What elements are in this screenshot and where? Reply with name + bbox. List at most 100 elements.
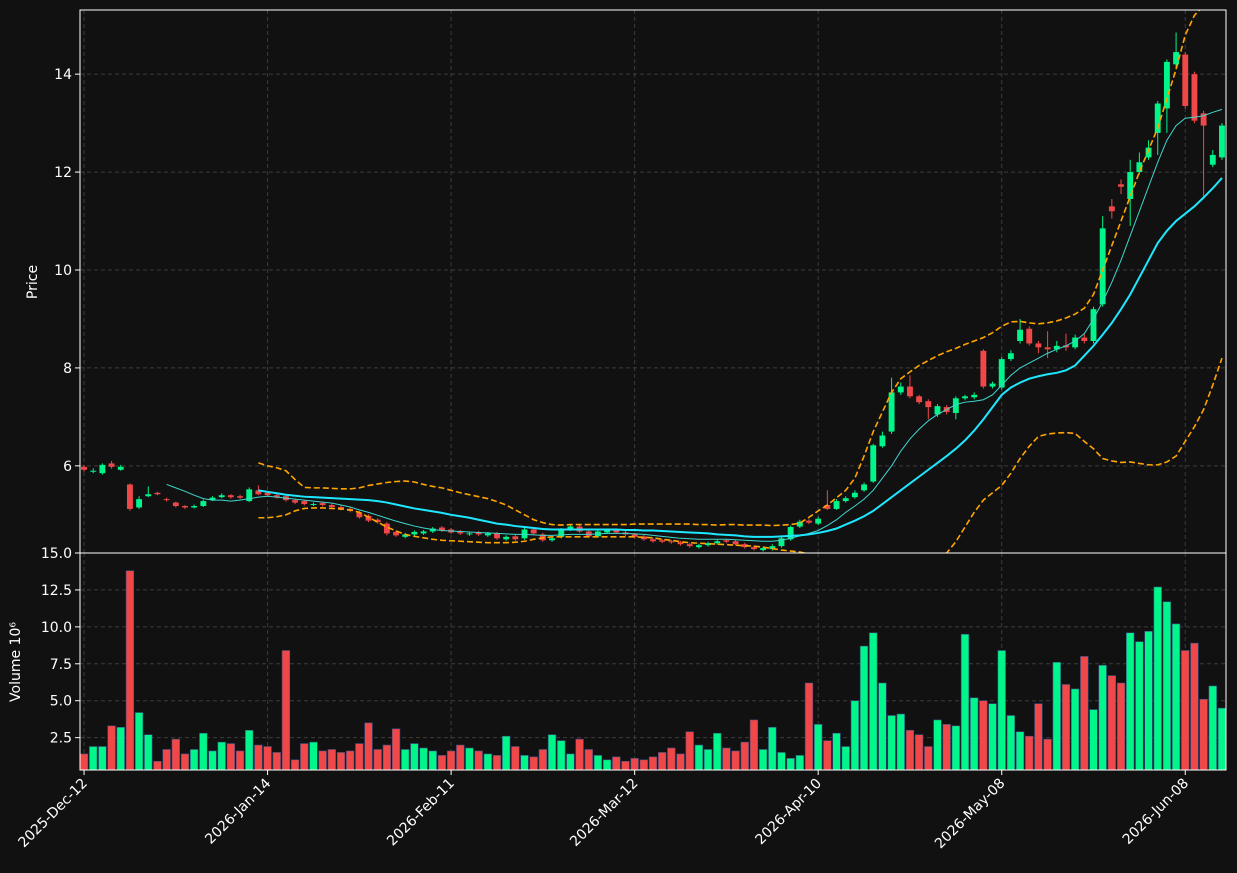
volume-bar (437, 755, 447, 770)
volume-bar (933, 719, 942, 770)
candle-body (971, 394, 978, 398)
volume-bar (584, 749, 593, 770)
candle-body (1163, 61, 1170, 109)
volume-bar (731, 750, 740, 770)
volume-bar (465, 747, 474, 770)
candle-body (567, 526, 574, 530)
candle-body (695, 545, 702, 548)
volume-bar (538, 749, 548, 770)
candle-body (1044, 347, 1051, 350)
candle-body (640, 536, 647, 540)
y-tick-label: 5.0 (50, 694, 72, 710)
y-axis-label: Price (25, 265, 41, 299)
candle-body (273, 495, 280, 498)
candle-body (90, 470, 97, 472)
candle-body (705, 543, 711, 546)
volume-bar (685, 731, 694, 770)
candle-body (117, 466, 124, 470)
candle-body (475, 532, 482, 535)
volume-bar (153, 760, 162, 770)
candle-body (512, 536, 519, 540)
candle-body (126, 484, 133, 509)
candle-body (81, 466, 87, 470)
volume-bar (850, 700, 860, 770)
y-tick-label: 12.5 (41, 583, 72, 599)
candle-body (842, 498, 849, 502)
y-tick-label: 7.5 (50, 657, 72, 673)
candle-body (255, 490, 262, 495)
volume-bar (960, 633, 970, 770)
candle-body (1026, 328, 1033, 344)
candle-body (457, 531, 464, 534)
candle-body (1200, 113, 1207, 126)
volume-bar (355, 743, 364, 770)
candle-body (723, 540, 730, 542)
volume-bar (768, 727, 777, 770)
volume-bar (226, 743, 236, 770)
candle-body (411, 531, 418, 535)
volume-bar (1190, 642, 1199, 770)
volume-bar (841, 746, 850, 770)
volume-bar (520, 755, 529, 770)
volume-bar (630, 758, 639, 770)
candle-body (310, 504, 317, 506)
volume-bar (180, 753, 190, 770)
candle-body (980, 350, 987, 387)
y-tick-label: 10.0 (41, 620, 72, 636)
volume-bar (1116, 682, 1126, 770)
volume-bar (134, 712, 144, 770)
candle-body (154, 492, 161, 495)
candle-body (1035, 343, 1042, 348)
volume-bar (382, 744, 392, 770)
candle-body (1108, 206, 1115, 212)
candle-body (1127, 172, 1134, 199)
volume-bar (1034, 703, 1043, 770)
candle-body (1099, 228, 1106, 305)
volume-bar (217, 741, 226, 770)
volume-bar (1135, 641, 1144, 770)
candle-body (1191, 74, 1198, 121)
volume-bar (263, 746, 272, 770)
candle-body (741, 544, 748, 548)
volume-bar (997, 650, 1006, 770)
y-tick-label: 10 (54, 263, 72, 279)
candle-body (99, 464, 106, 474)
overlay-line (258, 10, 1201, 527)
candle-body (925, 401, 932, 408)
candle-body (1136, 162, 1143, 173)
volume-bar (639, 759, 648, 770)
volume-bar (887, 715, 896, 770)
candle-body (163, 499, 170, 501)
volume-bar (144, 734, 153, 770)
candle-body (172, 502, 179, 506)
volume-bar (988, 703, 997, 770)
y-tick-label: 6 (63, 459, 72, 475)
volume-bar (300, 743, 309, 770)
volume-bar (758, 749, 768, 770)
volume-bar (272, 752, 281, 770)
volume-bar (914, 734, 924, 770)
candle-body (136, 499, 143, 508)
volume-bar (575, 738, 584, 770)
volume-bar (1098, 664, 1107, 770)
volume-bar (107, 725, 116, 770)
candle-body (613, 530, 620, 533)
volume-bar (942, 724, 951, 770)
volume-bar (1043, 738, 1052, 770)
candle-body (1209, 154, 1216, 165)
volume-bar (713, 732, 722, 770)
volume-bar (777, 752, 786, 770)
candle-body (1118, 184, 1124, 187)
volume-bar (602, 759, 612, 770)
volume-bar (557, 740, 566, 770)
y-tick-label: 14 (54, 67, 72, 83)
volume-bar (474, 750, 483, 770)
candle-body (494, 533, 500, 539)
volume-bar (722, 747, 731, 770)
volume-bar (245, 729, 254, 770)
candle-body (108, 463, 115, 467)
volume-bar (456, 744, 465, 770)
volume-bar (336, 752, 346, 770)
